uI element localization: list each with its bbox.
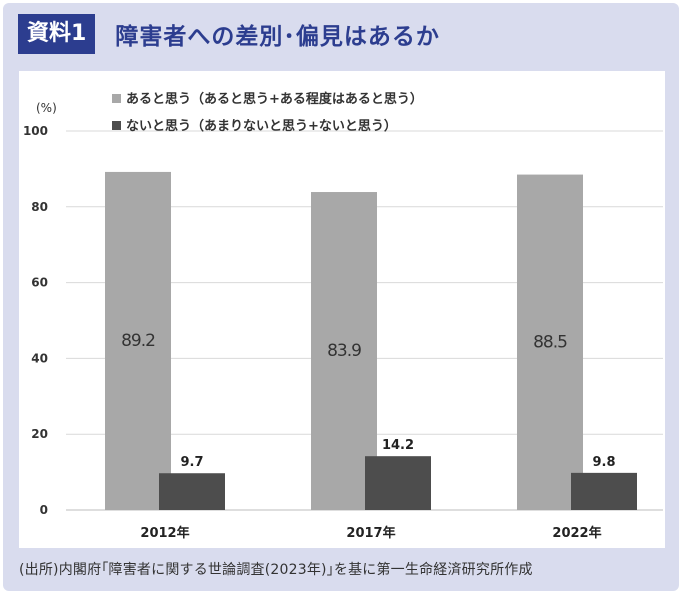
y-unit-label: (%) bbox=[36, 101, 57, 115]
y-tick-label: 100 bbox=[23, 124, 48, 138]
data-label: 88.5 bbox=[533, 332, 567, 352]
y-tick-label: 80 bbox=[31, 200, 48, 214]
data-label: 9.7 bbox=[180, 455, 203, 470]
x-tick-label: 2012年 bbox=[140, 525, 189, 541]
y-tick-label: 0 bbox=[40, 503, 48, 517]
legend-swatch bbox=[112, 94, 121, 103]
bar bbox=[517, 174, 583, 510]
figure-title: 障害者への差別･偏見はあるか bbox=[115, 24, 440, 50]
y-tick-label: 20 bbox=[31, 427, 48, 441]
x-tick-label: 2022年 bbox=[552, 525, 601, 541]
figure-header: 資料1 障害者への差別･偏見はあるか bbox=[18, 14, 440, 54]
data-label: 83.9 bbox=[327, 341, 361, 361]
bar bbox=[571, 472, 637, 510]
bar bbox=[159, 473, 225, 510]
figure-badge: 資料1 bbox=[18, 14, 96, 54]
source-note: (出所)内閣府｢障害者に関する世論調査(2023年)｣を基に第一生命経済研究所作… bbox=[19, 562, 533, 578]
legend-label: あると思う（あると思う+ある程度はあると思う） bbox=[126, 91, 423, 107]
data-label: 9.8 bbox=[592, 455, 615, 470]
x-tick-label: 2017年 bbox=[346, 525, 395, 541]
y-tick-label: 60 bbox=[31, 276, 48, 290]
bar bbox=[365, 456, 431, 510]
legend-swatch bbox=[112, 121, 121, 130]
bar bbox=[105, 171, 171, 510]
data-label: 89.2 bbox=[121, 331, 155, 351]
legend-label: ないと思う（あまりないと思う+ないと思う） bbox=[126, 118, 397, 134]
data-label: 14.2 bbox=[382, 438, 414, 453]
y-tick-label: 40 bbox=[31, 351, 48, 365]
